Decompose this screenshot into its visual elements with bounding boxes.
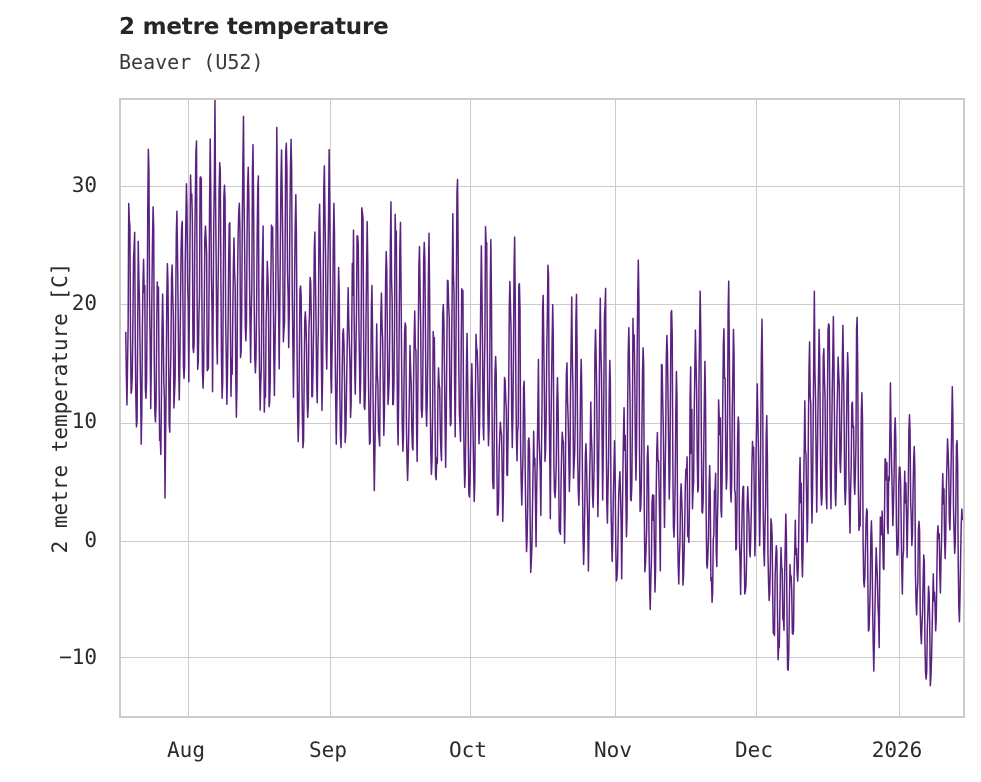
gridline-x-aug (188, 100, 189, 716)
gridline-x-nov (615, 100, 616, 716)
x-tick-oct: Oct (449, 738, 487, 762)
gridline-y-30 (121, 186, 963, 187)
chart-title: 2 metre temperature (119, 14, 389, 40)
y-tick-20: 20 (71, 291, 97, 315)
y-tick-30: 30 (71, 173, 97, 197)
x-tick-dec: Dec (735, 738, 773, 762)
x-tick-nov: Nov (594, 738, 632, 762)
y-tick-10: 10 (71, 409, 97, 433)
temperature-series (125, 100, 963, 687)
x-tick-sep: Sep (309, 738, 347, 762)
temperature-line (125, 100, 963, 687)
chart-subtitle: Beaver (U52) (119, 50, 264, 74)
gridline-x-sep (330, 100, 331, 716)
gridline-y-0 (121, 541, 963, 542)
x-tick-2026: 2026 (871, 738, 923, 762)
plot-area (119, 98, 965, 718)
y-tick-minus10: −10 (59, 645, 97, 669)
gridline-y-20 (121, 304, 963, 305)
gridline-y-minus10 (121, 657, 963, 658)
x-tick-aug: Aug (167, 738, 205, 762)
gridline-x-2026 (899, 100, 900, 716)
y-tick-0: 0 (84, 528, 97, 552)
